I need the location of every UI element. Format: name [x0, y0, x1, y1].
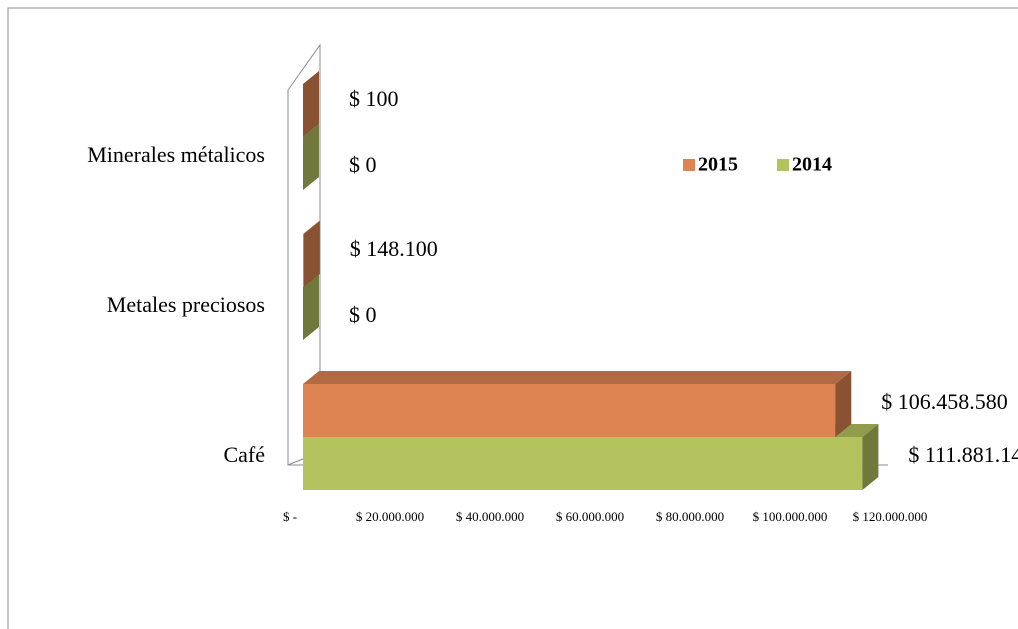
bar	[303, 274, 319, 340]
category-label: Metales preciosos	[107, 292, 265, 317]
bar-side	[303, 71, 320, 137]
bar	[303, 71, 320, 137]
bar-front	[303, 234, 304, 287]
bar-side	[303, 274, 319, 340]
x-tick-label: $ 80.000.000	[656, 509, 724, 524]
data-label: $ 148.100	[350, 236, 438, 261]
legend-swatch	[683, 159, 695, 171]
bar-side	[835, 371, 852, 437]
data-label: $ 0	[349, 302, 377, 327]
bar	[303, 124, 319, 190]
x-tick-label: $ 120.000.000	[853, 509, 928, 524]
legend-swatch	[777, 159, 789, 171]
bar-side	[862, 424, 879, 490]
x-tick-label: $ -	[283, 509, 297, 524]
chart-frame	[7, 7, 1018, 629]
bar-top	[303, 71, 320, 84]
bar	[303, 371, 852, 437]
data-label: $ 106.458.580	[881, 389, 1008, 414]
bar-side	[303, 124, 319, 190]
bar-front	[303, 384, 836, 437]
legend-label: 2015	[698, 154, 738, 176]
data-label: $ 0	[349, 152, 377, 177]
category-label: Minerales métalicos	[87, 142, 265, 167]
bar-front	[303, 437, 863, 490]
data-label: $ 111.881.146	[908, 442, 1018, 467]
bar	[303, 221, 320, 287]
x-tick-label: $ 20.000.000	[356, 509, 424, 524]
x-tick-label: $ 40.000.000	[456, 509, 524, 524]
data-label: $ 100	[349, 86, 399, 111]
bar-side	[303, 221, 320, 287]
legend-label: 2014	[792, 154, 832, 176]
x-tick-label: $ 100.000.000	[753, 509, 828, 524]
bar-top	[303, 371, 852, 384]
x-tick-label: $ 60.000.000	[556, 509, 624, 524]
bar-top	[303, 221, 320, 234]
category-label: Café	[223, 442, 265, 467]
